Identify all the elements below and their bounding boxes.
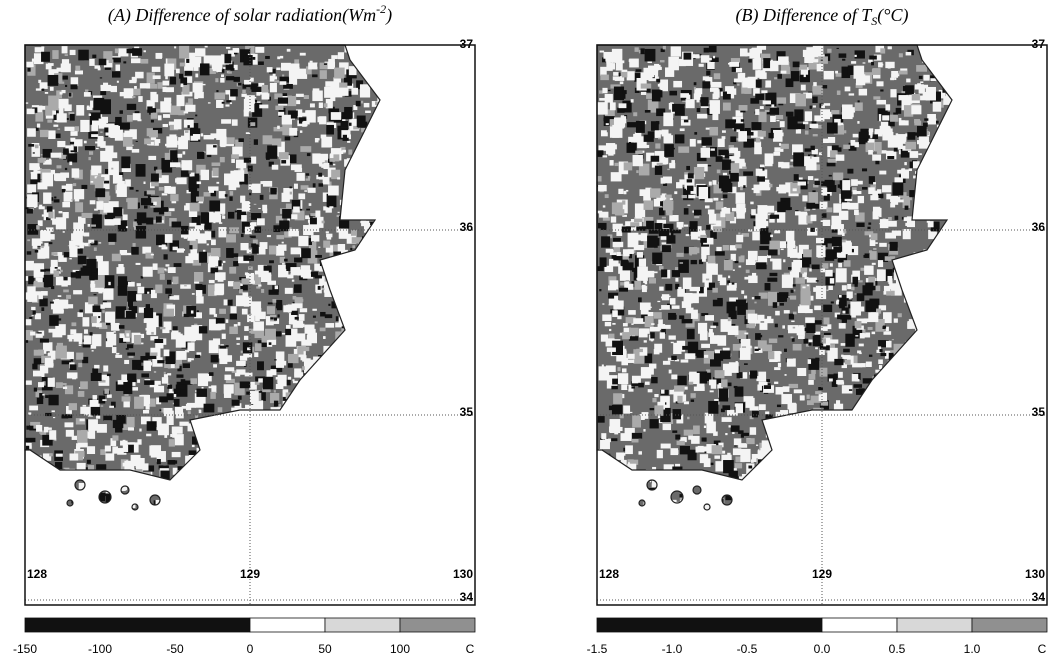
lon-label: 129: [812, 567, 832, 581]
lat-label: 36: [460, 220, 474, 234]
colorbar-segment: [597, 618, 822, 632]
lat-label: 34: [1032, 590, 1046, 604]
lat-label: 35: [1032, 405, 1046, 419]
lon-label: 128: [599, 567, 619, 581]
title-superscript: -2: [376, 2, 386, 16]
colorbar-tick-label: -0.5: [737, 642, 758, 656]
colorbar-tick-label: 100: [390, 642, 410, 656]
colorbar-tick-label: 0.0: [814, 642, 831, 656]
lat-label: 36: [1032, 220, 1046, 234]
colorbar-segment: [250, 618, 325, 632]
lon-label: 130: [1025, 567, 1045, 581]
colorbar-segment: [822, 618, 897, 632]
lon-label: 130: [453, 567, 473, 581]
title-text: (A) Difference of solar radiation(Wm: [108, 5, 376, 26]
map-panel: (A) Difference of solar radiation(Wm-2) 1…: [13, 2, 475, 656]
title-text: ): [385, 5, 392, 26]
lon-label: 128: [27, 567, 47, 581]
colorbar-tick-label: 0.5: [889, 642, 906, 656]
lat-label: 37: [1032, 37, 1046, 51]
colorbar-segment: [25, 618, 250, 632]
lon-label: 129: [240, 567, 260, 581]
colorbar-tick-label: -1.5: [587, 642, 608, 656]
panel-title: (B) Difference of TS(°C): [736, 5, 909, 28]
title-text: (°C): [877, 5, 908, 26]
colorbar-tick-label: 0: [247, 642, 254, 656]
map-panel: (B) Difference of TS(°C) 128 129 130 37 36 35 3…: [587, 5, 1047, 656]
lat-label: 35: [460, 405, 474, 419]
colorbar-segment: [897, 618, 972, 632]
colorbar-unit: C: [1038, 642, 1047, 656]
panel-title: (A) Difference of solar radiation(Wm-2): [108, 2, 392, 26]
colorbar-segment: [972, 618, 1047, 632]
colorbar-segment: [325, 618, 400, 632]
colorbar-tick-label: -150: [13, 642, 37, 656]
lat-label: 37: [460, 37, 474, 51]
colorbar-tick-label: 1.0: [964, 642, 981, 656]
colorbar-tick-label: -100: [88, 642, 112, 656]
colorbar-tick-label: -1.0: [662, 642, 683, 656]
colorbar-unit: C: [466, 642, 475, 656]
colorbar-tick-label: 50: [318, 642, 332, 656]
title-text: (B) Difference of T: [736, 5, 874, 26]
colorbar-segment: [400, 618, 475, 632]
lat-label: 34: [460, 590, 474, 604]
colorbar-tick-label: -50: [166, 642, 184, 656]
